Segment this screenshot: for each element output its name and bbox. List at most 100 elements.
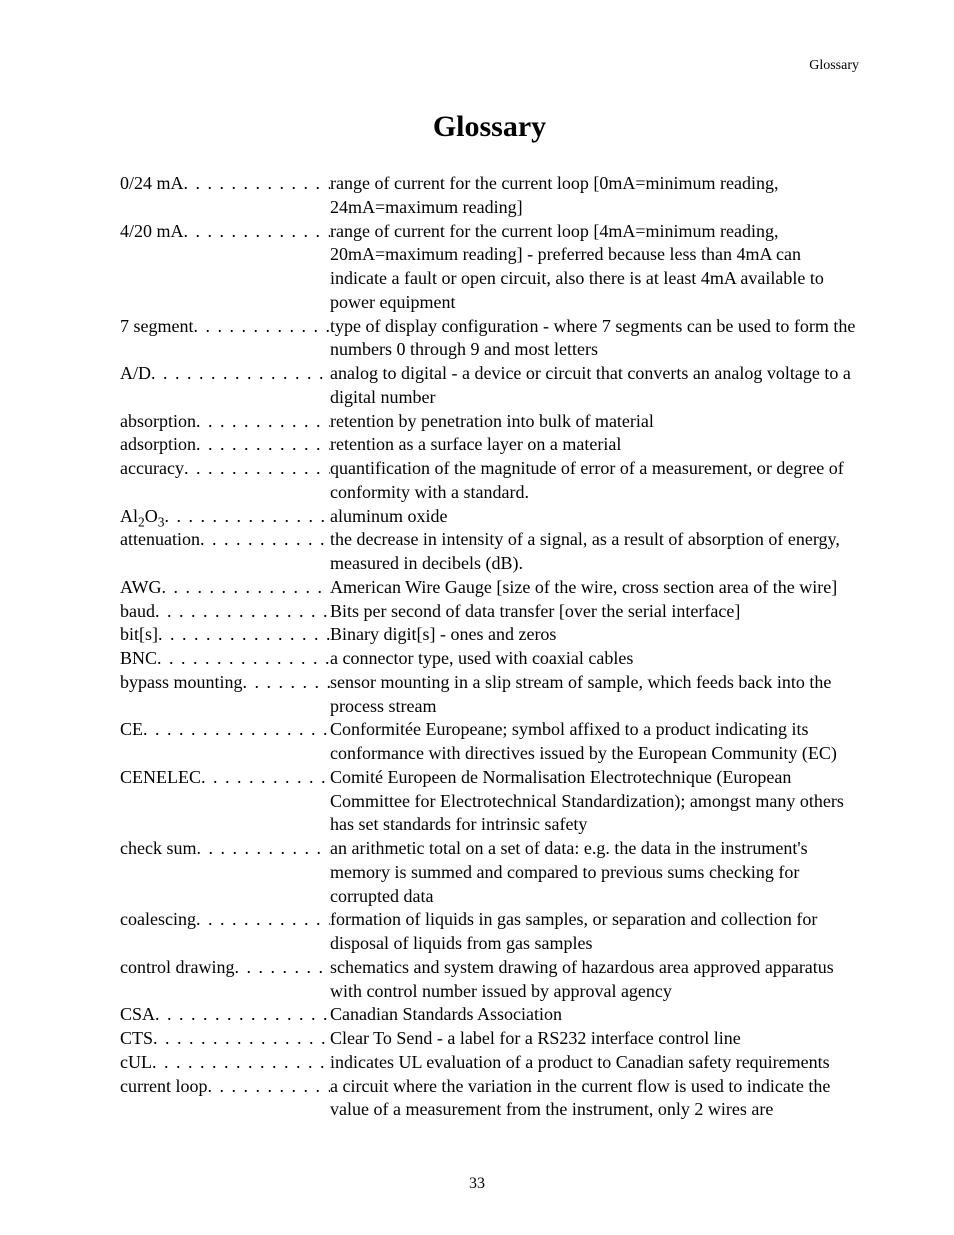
glossary-definition: Conformitée Europeane; symbol affixed to… (330, 718, 859, 766)
glossary-term-column: CTS (120, 1027, 330, 1051)
leader-dots (200, 528, 330, 552)
leader-dots (196, 433, 330, 457)
glossary-term: baud (120, 600, 155, 624)
leader-dots (184, 220, 330, 244)
glossary-entry: Al2O3 aluminum oxide (120, 505, 859, 529)
glossary-term-column: bypass mounting (120, 671, 330, 695)
leader-dots (184, 457, 330, 481)
glossary-term: Al2O3 (120, 505, 165, 529)
glossary-definition: retention by penetration into bulk of ma… (330, 410, 859, 434)
glossary-definition: aluminum oxide (330, 505, 859, 529)
glossary-entry: baud Bits per second of data transfer [ov… (120, 600, 859, 624)
glossary-definition: range of current for the current loop [0… (330, 172, 859, 220)
glossary-definition: retention as a surface layer on a materi… (330, 433, 859, 457)
glossary-term-column: CSA (120, 1003, 330, 1027)
glossary-entry: bit[s] Binary digit[s] - ones and zeros (120, 623, 859, 647)
glossary-term: 7 segment (120, 315, 194, 339)
glossary-entry: accuracy quantification of the magnitude… (120, 457, 859, 505)
leader-dots (196, 410, 330, 434)
glossary-term-column: CENELEC (120, 766, 330, 790)
glossary-term: CTS (120, 1027, 153, 1051)
page-number: 33 (0, 1175, 954, 1193)
glossary-term-column: coalescing (120, 908, 330, 932)
glossary-definition: the decrease in intensity of a signal, a… (330, 528, 859, 576)
leader-dots (207, 1075, 330, 1099)
glossary-term: CSA (120, 1003, 155, 1027)
glossary-term-column: A/D (120, 362, 330, 386)
glossary-term: control drawing (120, 956, 234, 980)
glossary-entry: CSA Canadian Standards Association (120, 1003, 859, 1027)
glossary-term-column: control drawing (120, 956, 330, 980)
glossary-entry: AWG American Wire Gauge [size of the wir… (120, 576, 859, 600)
glossary-entry: 7 segment type of display configuration … (120, 315, 859, 363)
leader-dots (196, 837, 330, 861)
glossary-entry: attenuationthe decrease in intensity of … (120, 528, 859, 576)
glossary-term-column: 4/20 mA (120, 220, 330, 244)
glossary-list: 0/24 mA range of current for the current… (120, 172, 859, 1122)
glossary-definition: Canadian Standards Association (330, 1003, 859, 1027)
glossary-term-column: current loop (120, 1075, 330, 1099)
glossary-term-column: CE (120, 718, 330, 742)
glossary-entry: current loop a circuit where the variati… (120, 1075, 859, 1123)
glossary-term: check sum (120, 837, 196, 861)
glossary-entry: BNC a connector type, used with coaxial … (120, 647, 859, 671)
glossary-definition: schematics and system drawing of hazardo… (330, 956, 859, 1004)
glossary-definition: American Wire Gauge [size of the wire, c… (330, 576, 859, 600)
glossary-entry: CENELEC Comité Europeen de Normalisation… (120, 766, 859, 837)
leader-dots (157, 647, 330, 671)
glossary-term: adsorption (120, 433, 196, 457)
glossary-term-column: cUL (120, 1051, 330, 1075)
leader-dots (196, 908, 330, 932)
glossary-definition: indicates UL evaluation of a product to … (330, 1051, 859, 1075)
glossary-term: current loop (120, 1075, 207, 1099)
glossary-entry: CE Conformitée Europeane; symbol affixed… (120, 718, 859, 766)
glossary-term-column: baud (120, 600, 330, 624)
leader-dots (158, 623, 330, 647)
glossary-term-column: 0/24 mA (120, 172, 330, 196)
glossary-entry: A/D analog to digital - a device or circ… (120, 362, 859, 410)
glossary-definition: sensor mounting in a slip stream of samp… (330, 671, 859, 719)
glossary-entry: CTS Clear To Send - a label for a RS232 … (120, 1027, 859, 1051)
glossary-definition: Binary digit[s] - ones and zeros (330, 623, 859, 647)
leader-dots (234, 956, 330, 980)
glossary-term: A/D (120, 362, 151, 386)
glossary-definition: a circuit where the variation in the cur… (330, 1075, 859, 1123)
leader-dots (162, 576, 330, 600)
glossary-definition: Bits per second of data transfer [over t… (330, 600, 859, 624)
glossary-definition: Clear To Send - a label for a RS232 inte… (330, 1027, 859, 1051)
glossary-term-column: accuracy (120, 457, 330, 481)
glossary-term-column: adsorption (120, 433, 330, 457)
glossary-entry: coalescing formation of liquids in gas s… (120, 908, 859, 956)
leader-dots (201, 766, 330, 790)
glossary-entry: cUL indicates UL evaluation of a product… (120, 1051, 859, 1075)
leader-dots (153, 1027, 330, 1051)
glossary-term: coalescing (120, 908, 196, 932)
leader-dots (143, 718, 330, 742)
glossary-entry: control drawing schematics and system dr… (120, 956, 859, 1004)
glossary-term: 4/20 mA (120, 220, 184, 244)
header-section-label: Glossary (809, 58, 859, 74)
glossary-entry: 0/24 mA range of current for the current… (120, 172, 859, 220)
leader-dots (165, 505, 331, 529)
glossary-term: AWG (120, 576, 162, 600)
leader-dots (155, 1003, 330, 1027)
glossary-entry: 4/20 mA range of current for the current… (120, 220, 859, 315)
glossary-definition: formation of liquids in gas samples, or … (330, 908, 859, 956)
glossary-term: BNC (120, 647, 157, 671)
leader-dots (152, 1051, 330, 1075)
glossary-term: CENELEC (120, 766, 201, 790)
glossary-term-column: AWG (120, 576, 330, 600)
glossary-definition: analog to digital - a device or circuit … (330, 362, 859, 410)
glossary-term: 0/24 mA (120, 172, 184, 196)
leader-dots (151, 362, 330, 386)
glossary-definition: Comité Europeen de Normalisation Electro… (330, 766, 859, 837)
glossary-definition: an arithmetic total on a set of data: e.… (330, 837, 859, 908)
leader-dots (155, 600, 330, 624)
leader-dots (184, 172, 330, 196)
glossary-term: bit[s] (120, 623, 158, 647)
glossary-definition: range of current for the current loop [4… (330, 220, 859, 315)
glossary-term: absorption (120, 410, 196, 434)
page-title: Glossary (120, 110, 859, 144)
leader-dots (194, 315, 331, 339)
glossary-term-column: check sum (120, 837, 330, 861)
